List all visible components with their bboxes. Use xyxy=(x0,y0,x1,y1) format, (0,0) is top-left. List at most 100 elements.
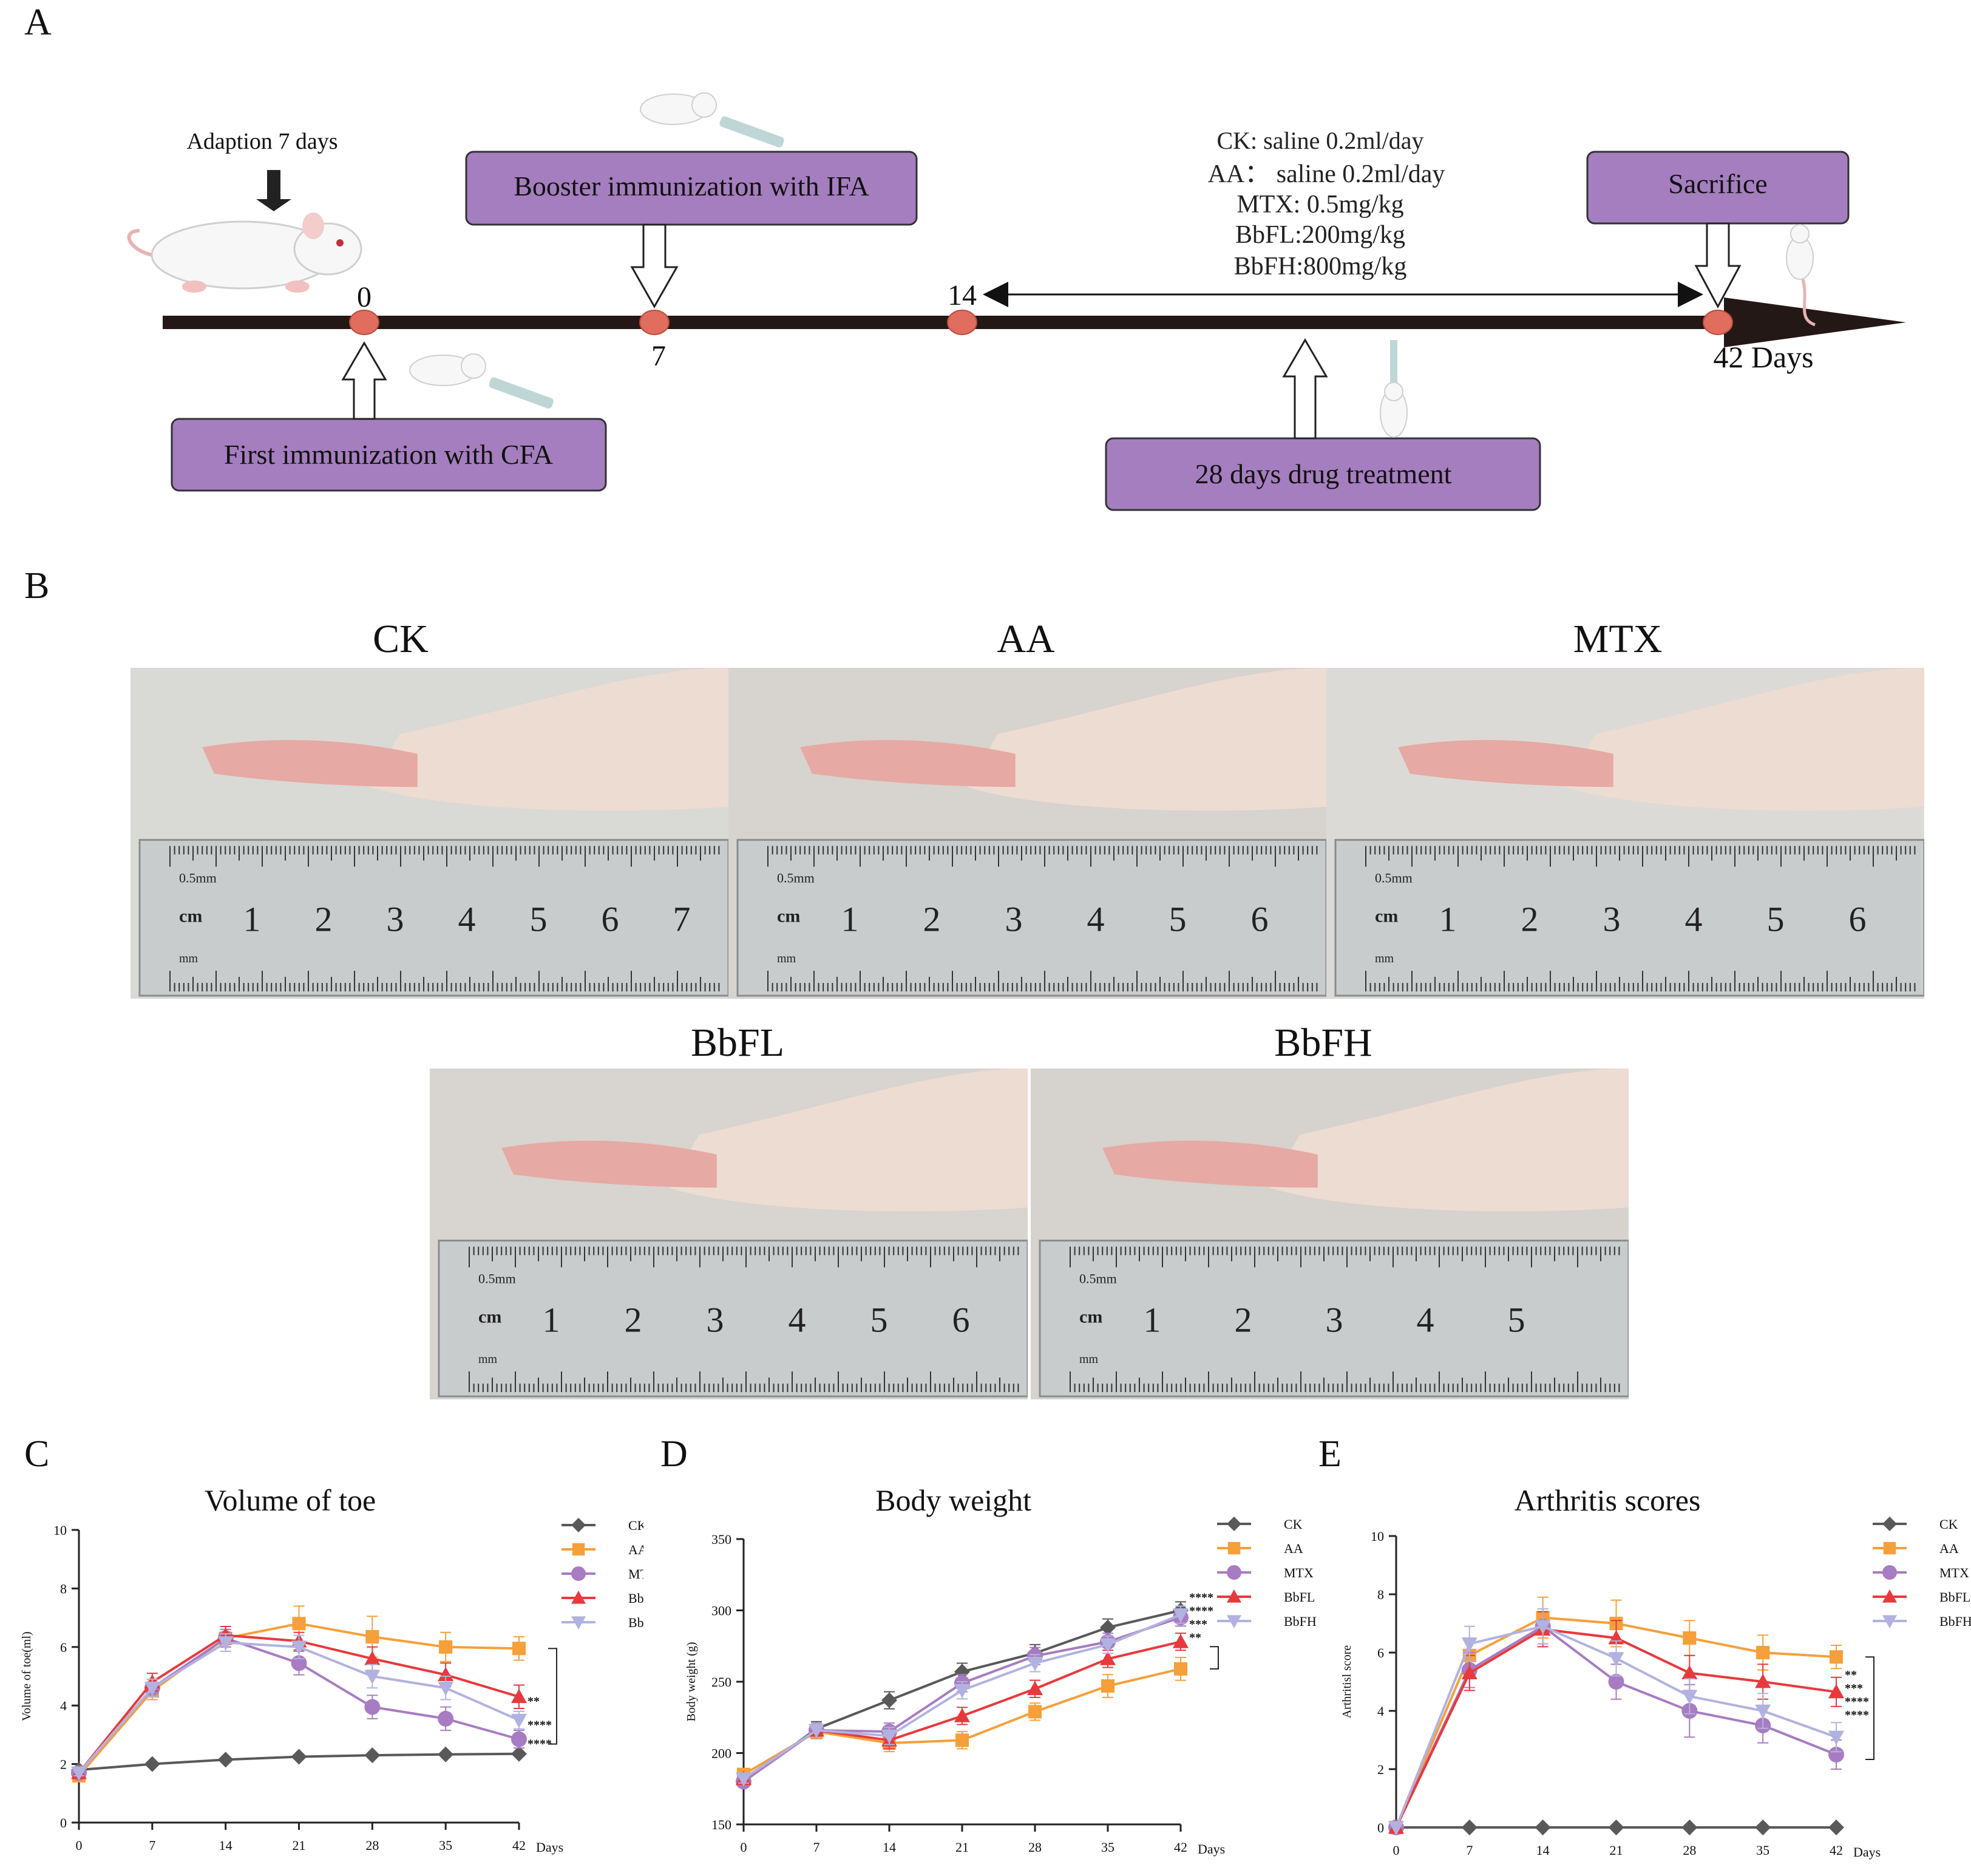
chart-body-weight: Body weight 150 200 250 300 350 0 7 14 21 28 35 42 Da… xyxy=(685,1483,1317,1857)
data-point xyxy=(1883,1541,1896,1555)
panel-letter-c: C xyxy=(24,1433,50,1475)
data-point xyxy=(438,1681,454,1696)
x-tick-label: 14 xyxy=(1536,1843,1550,1858)
timeline-node-day0 xyxy=(349,310,379,335)
legend-item-mtx: MTX xyxy=(1873,1565,1969,1580)
dosing-line-4: BbFL:200mg/kg xyxy=(1235,221,1405,249)
ruler-small-label: 0.5mm xyxy=(179,870,217,885)
legend-label: CK xyxy=(1939,1517,1958,1532)
data-point xyxy=(1027,1657,1043,1671)
ruler-unit-label: cm xyxy=(478,1307,501,1327)
y-tick-label: 8 xyxy=(60,1581,67,1596)
data-point xyxy=(1173,1634,1189,1648)
y-tick-label: 2 xyxy=(1377,1762,1384,1777)
data-point xyxy=(1173,1608,1189,1623)
data-point xyxy=(1227,1589,1241,1603)
syringe-rat-illustration-2 xyxy=(640,92,784,148)
ruler-number: 4 xyxy=(458,899,476,939)
ruler-number: 6 xyxy=(602,899,619,939)
data-point xyxy=(365,1630,379,1643)
ruler-number: 1 xyxy=(1144,1300,1161,1339)
photo-bbfh: 0.5mm cm mm 1 2 3 4 5 xyxy=(1031,1069,1629,1399)
photo-label-aa: AA xyxy=(997,617,1055,661)
ruler-number: 2 xyxy=(1235,1300,1252,1339)
legend-item-bbfl: BbFL xyxy=(1217,1589,1315,1605)
ruler-number: 3 xyxy=(1603,899,1621,939)
legend-item-bbfh: BbFH xyxy=(561,1615,643,1630)
x-axis-label: Days xyxy=(1198,1841,1225,1857)
data-point xyxy=(144,1681,160,1696)
data-point xyxy=(954,1708,970,1722)
photo-ck: 0.5mm cm mm 1 2 3 4 5 6 7 xyxy=(131,668,728,999)
data-point xyxy=(1608,1820,1624,1835)
legend-label: BbFL xyxy=(1284,1589,1315,1605)
dosing-line-1: CK: saline 0.2ml/day xyxy=(1216,127,1423,154)
chart-title: Arthritis scores xyxy=(1515,1483,1701,1517)
ruler-number: 3 xyxy=(1326,1300,1343,1339)
series-bbfl xyxy=(736,1633,1189,1786)
photo-canvas: 0.5mm cm mm 1 2 3 4 5 6 xyxy=(728,668,1326,999)
legend-item-aa: AA xyxy=(561,1542,643,1557)
significance-bracket xyxy=(1865,1656,1874,1760)
photo-canvas: 0.5mm cm mm 1 2 3 4 5 6 xyxy=(1326,668,1924,999)
series-ck xyxy=(1388,1820,1844,1835)
significance-label: **** xyxy=(1189,1591,1213,1605)
legend-item-aa: AA xyxy=(1217,1541,1303,1556)
x-tick-label: 21 xyxy=(293,1838,306,1853)
x-tick-label: 42 xyxy=(512,1838,526,1853)
y-tick-label: 2 xyxy=(60,1757,67,1772)
data-point xyxy=(1100,1651,1116,1665)
leg-shape xyxy=(1566,668,1924,811)
ruler-number: 2 xyxy=(625,1300,642,1339)
y-tick-label: 8 xyxy=(1377,1587,1384,1602)
legend-item-mtx: MTX xyxy=(1217,1565,1314,1580)
ruler-number: 3 xyxy=(707,1300,724,1339)
sacrifice-arrow xyxy=(1694,222,1742,309)
legend-label: CK xyxy=(628,1518,643,1533)
significance-bracket xyxy=(1210,1646,1219,1670)
x-axis-label: Days xyxy=(536,1840,563,1855)
data-point xyxy=(881,1692,897,1708)
x-tick-label: 35 xyxy=(1101,1840,1114,1855)
leg-shape xyxy=(968,668,1326,811)
data-point xyxy=(439,1640,453,1654)
panel-letter-d: D xyxy=(660,1433,688,1475)
legend-label: AA xyxy=(1284,1541,1303,1556)
ruler-unit-label: cm xyxy=(1375,906,1398,926)
paw-shape xyxy=(202,739,418,787)
first-immunization-box xyxy=(171,418,607,492)
ruler-number: 2 xyxy=(923,899,941,939)
ruler-mm-label: mm xyxy=(777,952,796,965)
x-tick-label: 42 xyxy=(1174,1840,1187,1855)
data-point xyxy=(364,1670,381,1684)
data-point xyxy=(1100,1619,1116,1636)
ruler-body xyxy=(736,838,1326,997)
y-tick-label: 4 xyxy=(1377,1704,1384,1719)
data-point xyxy=(438,1746,454,1762)
ruler-number: 3 xyxy=(387,899,404,939)
leg-shape xyxy=(370,668,728,811)
chart-title: Body weight xyxy=(875,1483,1031,1517)
data-point xyxy=(1882,1589,1897,1603)
data-point xyxy=(438,1710,454,1727)
adaption-arrow-head xyxy=(256,199,291,211)
ruler-number: 2 xyxy=(315,899,333,939)
legend-item-ck: CK xyxy=(1217,1517,1303,1532)
data-point xyxy=(217,1752,234,1768)
ruler-number: 5 xyxy=(530,899,548,939)
data-point xyxy=(364,1699,381,1715)
data-point xyxy=(1461,1820,1477,1835)
ruler-small-label: 0.5mm xyxy=(1079,1271,1117,1286)
ruler-number: 4 xyxy=(1417,1300,1434,1339)
legend-item-mtx: MTX xyxy=(561,1566,643,1582)
x-tick-label: 7 xyxy=(1466,1843,1473,1858)
legend-label: MTX xyxy=(1939,1565,1969,1580)
data-point xyxy=(1028,1705,1042,1719)
data-point xyxy=(1828,1820,1844,1835)
legend-label: BbFH xyxy=(1284,1614,1317,1629)
booster-label: Booster immunization with IFA xyxy=(514,171,869,202)
photo-bbfl: 0.5mm cm mm 1 2 3 4 5 6 xyxy=(430,1069,1028,1399)
leg-shape xyxy=(1270,1069,1629,1212)
data-point xyxy=(1882,1565,1897,1580)
y-tick-label: 4 xyxy=(60,1698,67,1713)
